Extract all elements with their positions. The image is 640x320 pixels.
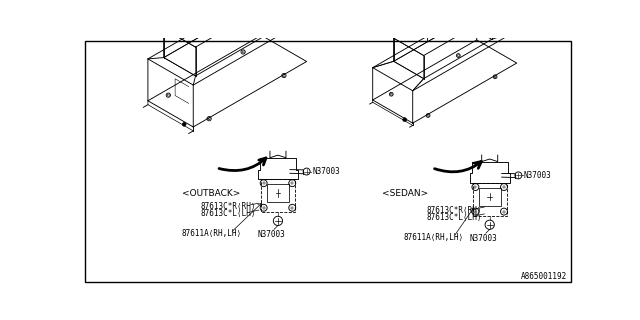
Text: 87613C*L⟨LH⟩: 87613C*L⟨LH⟩	[427, 213, 482, 222]
Bar	[473, 183, 507, 215]
Text: N37003: N37003	[470, 234, 497, 243]
Text: <OUTBACK>: <OUTBACK>	[182, 189, 240, 198]
Text: N37003: N37003	[524, 171, 552, 180]
Bar	[261, 179, 295, 212]
Text: A865001192: A865001192	[520, 272, 566, 281]
Text: 87611A⟨RH,LH⟩: 87611A⟨RH,LH⟩	[182, 229, 242, 238]
Circle shape	[182, 123, 186, 126]
Text: 87613C*R⟨RH⟩: 87613C*R⟨RH⟩	[427, 206, 482, 215]
Text: 87613C*L⟨LH⟩: 87613C*L⟨LH⟩	[201, 209, 257, 218]
Bar	[267, 184, 289, 202]
Text: 87611A⟨RH,LH⟩: 87611A⟨RH,LH⟩	[403, 233, 463, 242]
Circle shape	[403, 118, 406, 122]
Text: 87613C*R⟨RH⟩: 87613C*R⟨RH⟩	[201, 203, 257, 212]
Text: N37003: N37003	[258, 230, 285, 239]
Bar	[479, 188, 500, 206]
Text: N37003: N37003	[312, 167, 340, 176]
Text: <SEDAN>: <SEDAN>	[382, 189, 428, 198]
